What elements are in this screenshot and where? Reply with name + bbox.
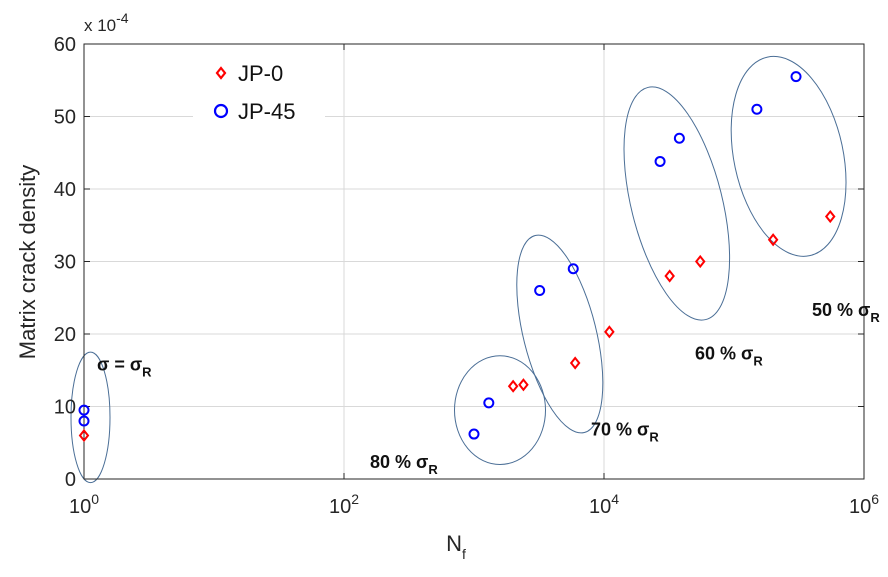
group-ellipse (516, 234, 604, 434)
group-ellipse (730, 55, 847, 257)
y-tick-label: 40 (54, 179, 76, 201)
point-jp-45 (483, 397, 495, 409)
point-jp-0 (694, 254, 706, 269)
point-jp-45 (78, 404, 90, 416)
data-markers (78, 71, 836, 443)
group-label: 70 % σR (591, 420, 659, 445)
point-jp-45 (78, 415, 90, 427)
x-axis-label: Nf (446, 531, 466, 562)
legend-marker-jp0 (215, 66, 227, 80)
legend-box (193, 57, 325, 129)
legend-label-jp0: JP-0 (238, 61, 283, 86)
point-jp-0 (664, 269, 675, 283)
point-jp-45 (654, 155, 666, 167)
y-multiplier: x 10-4 (84, 10, 129, 35)
group-label: σ = σR (97, 354, 152, 379)
y-axis-label: Matrix crack density (15, 165, 40, 359)
point-jp-45 (790, 71, 802, 83)
point-jp-0 (604, 325, 615, 339)
y-tick-label: 10 (54, 397, 76, 419)
group-label: 50 % σR (812, 300, 880, 325)
axis-ticks: 100 102 104 106 0 10 20 30 40 50 60 (54, 34, 879, 518)
point-jp-45 (534, 285, 546, 296)
legend-marker-jp45 (213, 103, 229, 119)
x-tick-label: 102 (329, 491, 359, 518)
point-jp-0 (507, 379, 519, 393)
point-jp-45 (673, 132, 685, 144)
y-tick-label: 60 (54, 34, 76, 56)
y-tick-label: 0 (65, 469, 76, 491)
group-ellipse (454, 355, 546, 465)
y-tick-label: 20 (54, 324, 76, 346)
group-ellipse (623, 86, 731, 321)
legend-label-jp45: JP-45 (238, 99, 295, 124)
point-jp-0 (824, 209, 836, 224)
point-jp-45 (751, 103, 763, 115)
point-jp-0 (767, 233, 779, 247)
group-label: 80 % σR (370, 452, 438, 477)
point-jp-0 (78, 428, 90, 443)
group-ellipse (70, 351, 111, 484)
x-tick-label: 106 (849, 491, 879, 518)
point-jp-45 (567, 263, 579, 275)
x-tick-label: 104 (589, 491, 619, 518)
legend: JP-0 JP-45 (193, 57, 325, 129)
y-tick-label: 50 (54, 107, 76, 129)
point-jp-0 (518, 378, 529, 392)
group-ellipses (70, 55, 847, 484)
y-tick-label: 30 (54, 252, 76, 274)
point-jp-0 (569, 356, 581, 370)
group-labels: σ = σR 80 % σR 70 % σR 60 % σR 50 % σR (97, 300, 880, 477)
group-label: 60 % σR (695, 343, 763, 368)
point-jp-45 (468, 428, 480, 440)
x-tick-label: 100 (69, 491, 99, 518)
